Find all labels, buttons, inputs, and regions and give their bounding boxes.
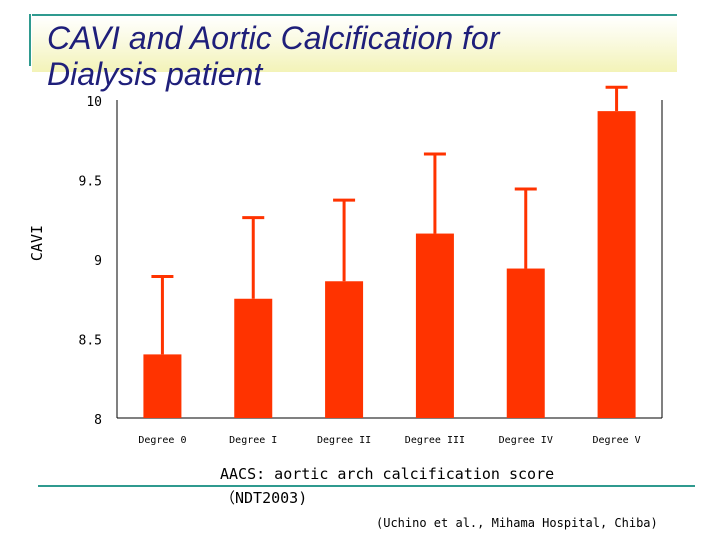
bar xyxy=(234,298,273,418)
title-accent-line xyxy=(29,14,31,66)
y-tick-label: 9 xyxy=(94,254,102,269)
bar xyxy=(325,281,364,418)
bar xyxy=(597,111,636,418)
title-bar xyxy=(32,14,677,72)
y-tick-label: 9.5 xyxy=(79,175,102,190)
x-tick-label: Degree II xyxy=(317,435,371,446)
y-tick-label: 8 xyxy=(94,413,102,428)
y-axis-label: CAVI xyxy=(28,225,46,261)
source-citation: (Uchino et al., Mihama Hospital, Chiba) xyxy=(376,516,658,530)
y-tick-label: 10 xyxy=(86,95,102,110)
bar xyxy=(415,233,454,418)
x-tick-label: Degree IV xyxy=(499,435,553,446)
y-tick-label: 8.5 xyxy=(79,334,102,349)
x-tick-label: Degree V xyxy=(592,435,640,446)
bar xyxy=(143,354,182,418)
chart-caption: AACS: aortic arch calcification score（ND… xyxy=(220,465,555,507)
slide-title: CAVI and Aortic Calcification for Dialys… xyxy=(47,20,499,92)
x-tick-label: Degree I xyxy=(229,435,277,446)
bar xyxy=(506,268,545,418)
slide-title-line-2: Dialysis patient xyxy=(47,56,263,92)
slide-title-line-1: CAVI and Aortic Calcification for xyxy=(47,20,500,56)
footer-divider xyxy=(38,485,695,487)
x-tick-label: Degree 0 xyxy=(138,435,186,446)
x-tick-label: Degree III xyxy=(405,435,465,446)
